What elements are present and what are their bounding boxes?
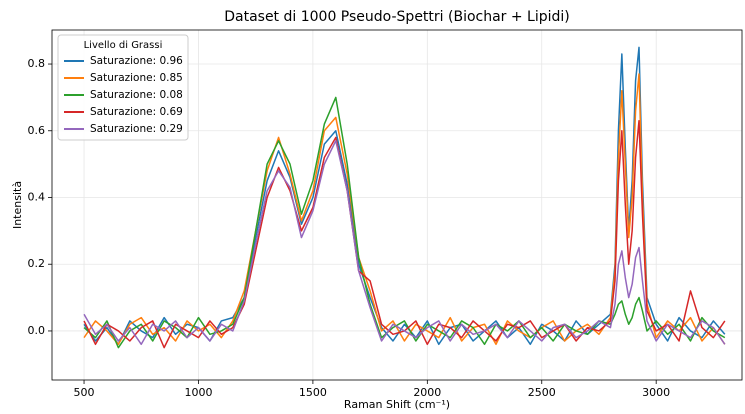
x-tick-label: 2000 [413,386,441,399]
y-tick-label: 0.2 [28,257,46,270]
data-line [83,73,726,346]
legend-title: Livello di Grassi [84,40,163,51]
x-tick-label: 2500 [528,386,556,399]
legend-box [57,34,189,141]
x-tick-label: 500 [74,386,95,399]
y-axis-label: Intensità [11,181,24,229]
x-axis-label: Raman Shift (cm⁻¹) [344,398,450,411]
data-line [83,140,726,346]
y-tick-label: 0.0 [28,324,46,337]
y-tick-label: 0.6 [28,124,46,137]
legend-label: Saturazione: 0.29 [90,123,183,135]
x-tick-label: 3000 [642,386,670,399]
chart-title: Dataset di 1000 Pseudo-Spettri (Biochar … [224,9,570,25]
legend-label: Saturazione: 0.85 [90,72,183,84]
x-tick-label: 1500 [299,386,327,399]
legend-label: Saturazione: 0.08 [90,89,183,101]
data-line [83,120,726,349]
legend-label: Saturazione: 0.96 [90,55,183,67]
legend-label: Saturazione: 0.69 [90,106,183,118]
data-line [83,96,726,349]
y-tick-label: 0.4 [28,190,46,203]
plot-frame [51,29,743,381]
y-tick-label: 0.8 [28,57,46,70]
x-tick-label: 1000 [184,386,212,399]
